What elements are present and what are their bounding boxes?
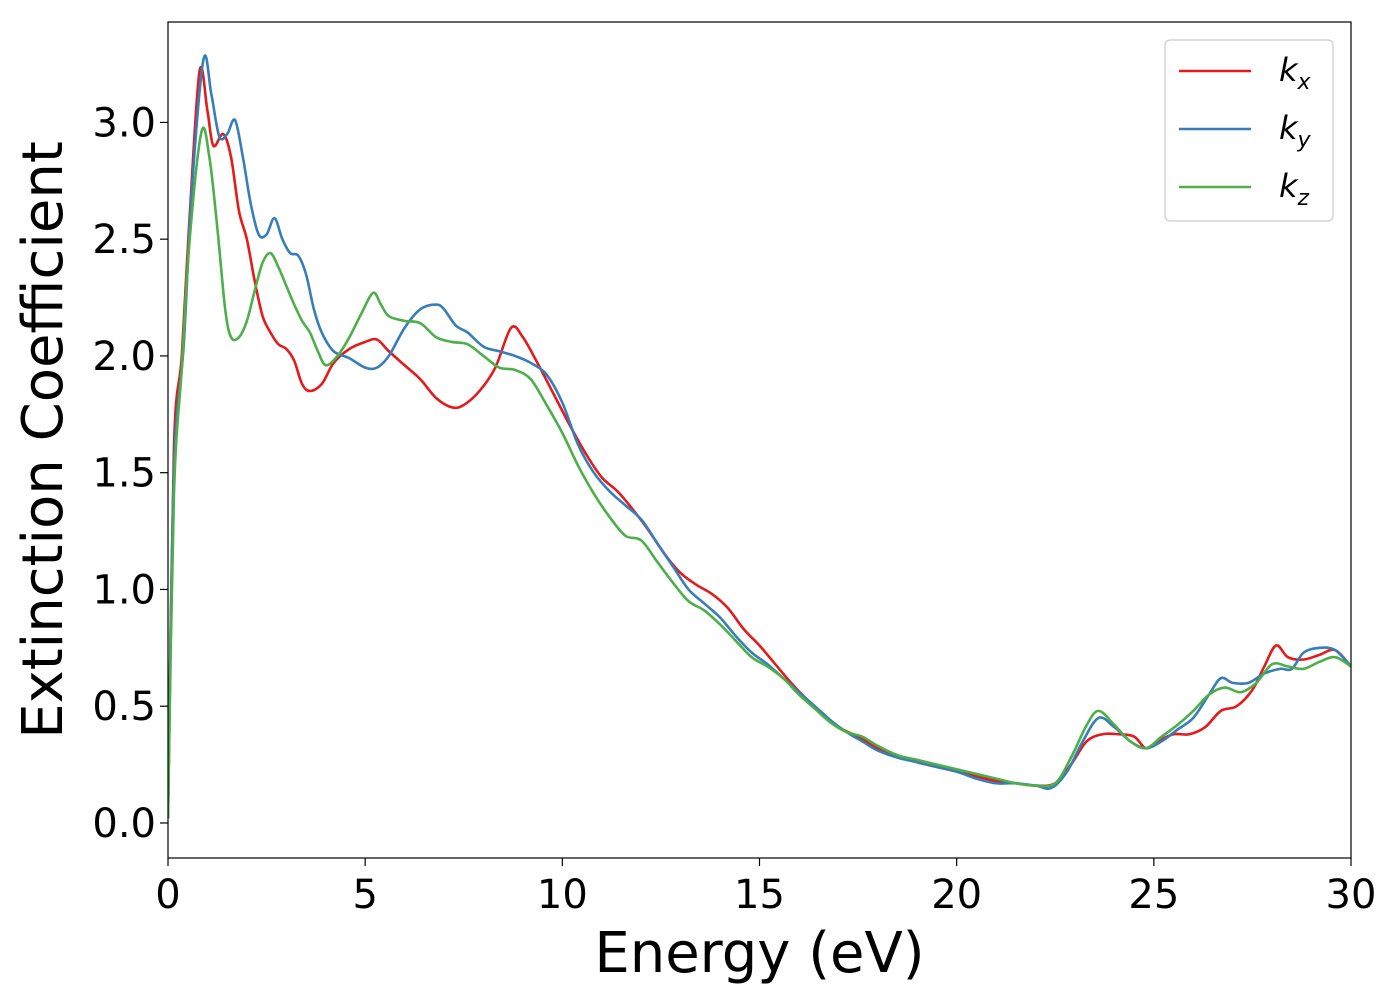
x-axis: 0 5 10 15 20 25 30 <box>155 858 1376 918</box>
x-tick-label: 10 <box>537 872 588 918</box>
series-layer <box>168 54 1351 819</box>
y-tick-label: 2.5 <box>92 217 156 263</box>
y-axis-title: Extinction Coefficient <box>11 141 76 739</box>
x-tick-label: 25 <box>1128 872 1179 918</box>
y-tick-label: 0.0 <box>92 801 156 847</box>
legend-label: kz <box>1279 167 1310 211</box>
y-tick-label: 2.0 <box>92 334 156 380</box>
y-tick-label: 1.0 <box>92 567 156 613</box>
legend-box <box>1164 39 1334 222</box>
legend: kx ky kz <box>1164 39 1334 222</box>
y-tick-label: 0.5 <box>92 684 156 730</box>
x-axis-title: Energy (eV) <box>594 921 924 986</box>
y-axis: 0.0 0.5 1.0 1.5 2.0 2.5 3.0 <box>92 100 168 847</box>
y-tick-label: 1.5 <box>92 451 156 497</box>
x-tick-label: 0 <box>155 872 180 918</box>
legend-label: kx <box>1279 51 1312 95</box>
x-tick-label: 5 <box>352 872 377 918</box>
legend-label: ky <box>1279 109 1312 153</box>
series-line-kz <box>168 126 1351 819</box>
x-tick-label: 30 <box>1326 872 1377 918</box>
x-tick-label: 15 <box>734 872 785 918</box>
x-tick-label: 20 <box>931 872 982 918</box>
y-tick-label: 3.0 <box>92 100 156 146</box>
